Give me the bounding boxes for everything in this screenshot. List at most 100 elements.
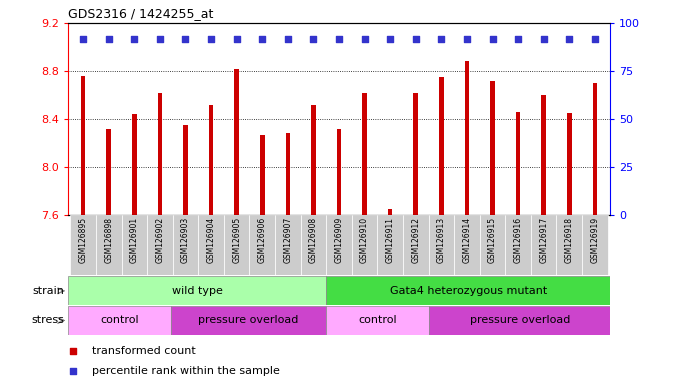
Point [513,36,523,42]
Bar [516,112,521,215]
Point [129,36,140,42]
Bar [106,129,111,215]
Point [359,36,370,42]
Bar [71,215,96,275]
Bar [250,215,275,275]
Bar [157,93,162,215]
Bar [362,93,367,215]
Bar [260,135,264,215]
Bar [275,215,300,275]
Point [78,36,89,42]
Bar [68,276,326,305]
Bar [480,215,505,275]
Bar [337,129,341,215]
Point [103,36,114,42]
Text: GSM126918: GSM126918 [565,217,574,263]
Text: GSM126903: GSM126903 [181,217,190,263]
Bar [414,93,418,215]
Point [383,96,394,102]
Bar [198,215,224,275]
Point [564,36,575,42]
Bar [121,215,147,275]
Text: wild type: wild type [172,286,222,296]
Text: control: control [100,315,139,326]
Bar [81,76,85,215]
Point [487,36,498,42]
Point [384,36,395,42]
Point [462,36,473,42]
Text: GSM126908: GSM126908 [309,217,318,263]
Bar [454,215,480,275]
Bar [173,215,198,275]
Bar [326,215,352,275]
Bar [582,215,607,275]
Point [334,36,344,42]
Text: GSM126902: GSM126902 [155,217,164,263]
Text: GSM126912: GSM126912 [412,217,420,263]
Bar [505,215,531,275]
Point [410,36,421,42]
Bar [300,215,326,275]
Text: strain: strain [33,286,64,296]
Bar [439,77,443,215]
Bar [326,306,429,335]
Bar [183,125,188,215]
Bar [567,113,572,215]
Point [308,36,319,42]
Text: transformed count: transformed count [92,346,196,356]
Text: pressure overload: pressure overload [199,315,299,326]
Text: pressure overload: pressure overload [470,315,570,326]
Text: GSM126904: GSM126904 [207,217,216,263]
Bar [96,215,121,275]
Text: GSM126911: GSM126911 [386,217,395,263]
Point [205,36,216,42]
Text: stress: stress [32,315,64,326]
Point [283,36,294,42]
Bar [490,81,495,215]
Point [436,36,447,42]
Point [589,36,600,42]
Bar [557,215,582,275]
Bar [429,306,610,335]
Text: GSM126919: GSM126919 [591,217,599,263]
Bar [326,276,610,305]
Bar [132,114,137,215]
Bar [428,215,454,275]
Text: GSM126901: GSM126901 [129,217,139,263]
Point [383,271,394,277]
Text: GSM126898: GSM126898 [104,217,113,263]
Bar [224,215,250,275]
Text: GSM126907: GSM126907 [283,217,292,263]
Text: GSM126913: GSM126913 [437,217,446,263]
Bar [68,306,171,335]
Text: GSM126910: GSM126910 [360,217,369,263]
Point [538,36,549,42]
Bar [209,104,214,215]
Text: GSM126916: GSM126916 [514,217,523,263]
Bar [147,215,173,275]
Point [257,36,268,42]
Bar [403,215,428,275]
Text: GSM126917: GSM126917 [539,217,549,263]
Bar [235,69,239,215]
Text: Gata4 heterozygous mutant: Gata4 heterozygous mutant [390,286,546,296]
Text: control: control [359,315,397,326]
Text: GSM126895: GSM126895 [79,217,87,263]
Bar [531,215,557,275]
Text: GSM126905: GSM126905 [232,217,241,263]
Point [180,36,191,42]
Bar [464,61,469,215]
Point [155,36,165,42]
Bar [285,134,290,215]
Text: GSM126909: GSM126909 [334,217,344,263]
Bar [541,95,546,215]
Bar [378,215,403,275]
Text: GSM126914: GSM126914 [462,217,471,263]
Bar [171,306,326,335]
Bar [593,83,597,215]
Text: percentile rank within the sample: percentile rank within the sample [92,366,280,376]
Bar [311,104,316,215]
Bar [352,215,378,275]
Point [231,36,242,42]
Text: GSM126906: GSM126906 [258,217,266,263]
